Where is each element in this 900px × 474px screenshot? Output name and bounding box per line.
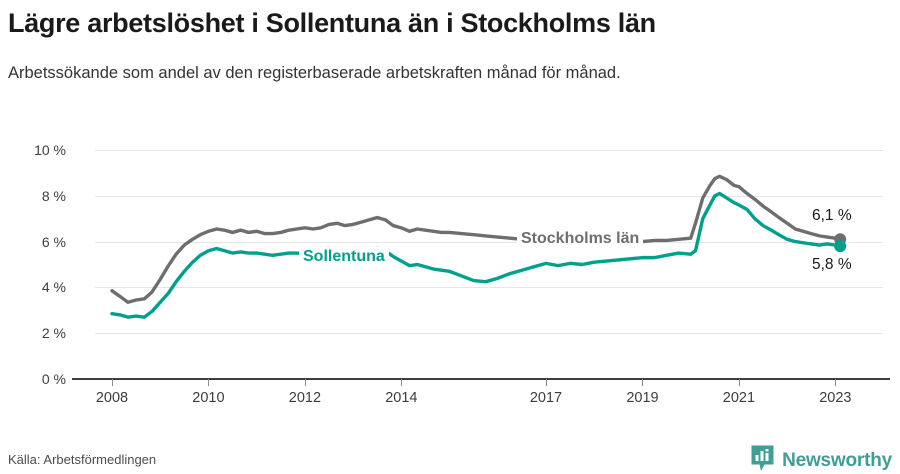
x-axis-label: 2021 xyxy=(722,390,756,406)
x-axis-tick xyxy=(835,379,837,386)
x-axis-label: 2014 xyxy=(385,390,418,406)
gridline xyxy=(95,150,883,151)
gridline xyxy=(95,241,883,243)
x-axis-label: 2012 xyxy=(288,390,322,406)
endpoint-value-stockholm: 6,1 % xyxy=(812,207,852,224)
x-axis-label: 2010 xyxy=(192,390,225,406)
series-line xyxy=(110,191,842,319)
y-axis-label: 2 % xyxy=(41,325,66,342)
x-axis-tick xyxy=(642,379,644,386)
x-axis-label: 2023 xyxy=(819,390,852,406)
brand-logo: Newsworthy xyxy=(750,444,892,474)
x-axis-label: 2017 xyxy=(529,390,563,406)
series-label-sollentuna: Sollentuna xyxy=(299,247,389,267)
chart-bubble-icon xyxy=(750,444,775,474)
x-axis-label: 2019 xyxy=(626,390,659,406)
gridline xyxy=(95,333,883,335)
page-subtitle: Arbetssökande som andel av den registerb… xyxy=(8,64,621,82)
gridline xyxy=(95,195,883,197)
series-label-stockholm: Stockholms län xyxy=(517,229,644,249)
x-axis-tick xyxy=(208,379,210,386)
x-axis-label: 2008 xyxy=(95,390,129,406)
y-axis-label: 10 % xyxy=(34,142,66,158)
y-axis-label: 4 % xyxy=(41,279,66,296)
series-line xyxy=(110,174,842,304)
x-axis-tick xyxy=(112,379,113,386)
y-axis-label: 6 % xyxy=(41,233,66,250)
source-note: Källa: Arbetsförmedlingen xyxy=(8,452,157,467)
x-axis-tick xyxy=(401,379,403,386)
x-axis-tick xyxy=(546,379,547,386)
chart-bubble-icon-svg xyxy=(751,445,774,471)
gridline xyxy=(95,287,883,289)
brand-name: Newsworthy xyxy=(782,450,892,471)
x-axis-line xyxy=(72,378,890,380)
x-axis-tick xyxy=(738,379,740,386)
page-title: Lägre arbetslöshet i Sollentuna än i Sto… xyxy=(8,8,656,38)
y-axis-label: 8 % xyxy=(41,187,66,204)
endpoint-value-sollentuna: 5,8 % xyxy=(812,256,852,273)
x-axis-tick xyxy=(304,379,306,386)
series-endpoint-dot xyxy=(834,240,847,253)
y-axis-label: 0 % xyxy=(41,371,66,387)
